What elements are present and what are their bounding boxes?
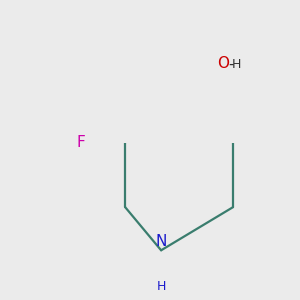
- Polygon shape: [181, 73, 227, 105]
- Text: N: N: [155, 234, 167, 249]
- Text: O: O: [218, 56, 230, 71]
- Text: -: -: [228, 56, 233, 71]
- Text: H: H: [156, 280, 166, 293]
- Text: H: H: [232, 58, 241, 71]
- Text: F: F: [77, 135, 85, 150]
